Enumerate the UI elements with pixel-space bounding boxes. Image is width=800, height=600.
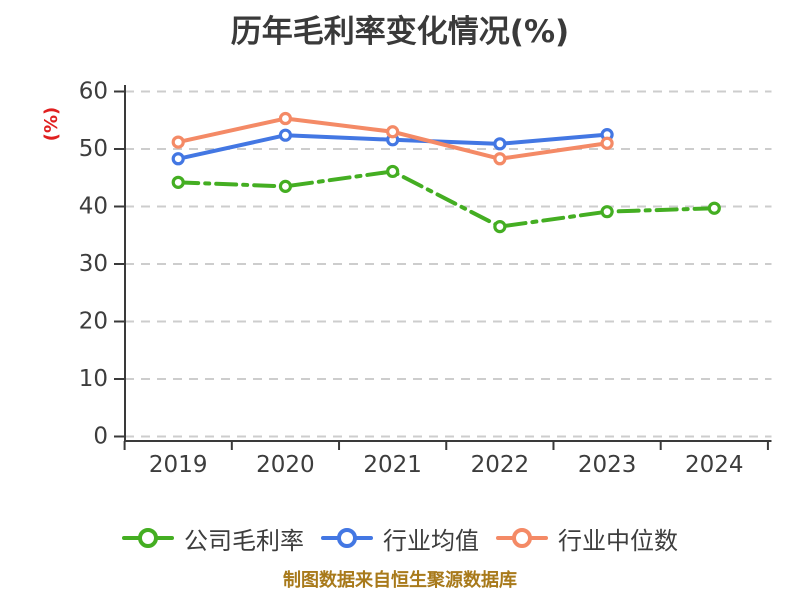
- y-tick-label-30: 30: [79, 251, 108, 277]
- data-point-marker-行业均值: [171, 152, 185, 166]
- data-point-marker-公司毛利率: [600, 205, 614, 219]
- y-tick-label-50: 50: [79, 136, 108, 162]
- legend-marker-circle-icon: [512, 528, 532, 548]
- y-tick-label-40: 40: [79, 194, 108, 220]
- data-point-marker-行业中位数: [171, 135, 185, 149]
- data-point-marker-行业均值: [278, 128, 293, 142]
- tick-labels: 0 10 20 30 40 50 60 2019 2020 2021 2022 2023 2024: [79, 79, 744, 479]
- legend-label: 公司毛利率: [184, 526, 304, 555]
- gridlines: [125, 90, 772, 438]
- legend-marker-circle-icon: [138, 528, 158, 548]
- data-point-marker-行业中位数: [386, 125, 400, 139]
- x-tick-label-2021: 2021: [363, 452, 422, 478]
- legend-item-公司毛利率: 公司毛利率: [122, 521, 304, 556]
- x-tick-label-2019: 2019: [149, 452, 208, 478]
- legend: 公司毛利率 行业均值 行业中位数: [0, 521, 800, 556]
- legend-item-行业中位数: 行业中位数: [496, 521, 678, 556]
- legend-marker-line: [122, 528, 174, 548]
- x-tick-label-2022: 2022: [471, 452, 530, 478]
- legend-label: 行业中位数: [558, 526, 678, 555]
- legend-marker-line: [321, 528, 373, 548]
- data-series: [171, 111, 721, 234]
- data-point-marker-公司毛利率: [171, 175, 185, 189]
- data-point-marker-公司毛利率: [278, 179, 293, 193]
- data-point-marker-行业中位数: [600, 136, 614, 150]
- x-tick-label-2020: 2020: [256, 452, 315, 478]
- y-axis-unit-label: (%): [41, 107, 62, 142]
- y-tick-label-10: 10: [79, 366, 108, 392]
- y-tick-label-20: 20: [79, 309, 108, 335]
- data-point-marker-公司毛利率: [386, 164, 400, 179]
- data-point-marker-公司毛利率: [707, 201, 721, 215]
- data-point-marker-行业中位数: [493, 152, 507, 166]
- data-source-note: 制图数据来自恒生聚源数据库: [283, 570, 517, 591]
- data-point-marker-行业均值: [493, 137, 507, 151]
- data-point-marker-公司毛利率: [493, 220, 507, 234]
- chart-title: 历年毛利率变化情况(%): [230, 14, 570, 50]
- legend-item-行业均值: 行业均值: [321, 521, 479, 556]
- y-tick-label-60: 60: [79, 79, 108, 105]
- series-line-公司毛利率: [176, 169, 717, 229]
- legend-label: 行业均值: [383, 526, 479, 555]
- legend-marker-line: [496, 528, 548, 548]
- y-tick-label-0: 0: [93, 424, 108, 450]
- data-point-marker-行业中位数: [278, 111, 293, 126]
- legend-marker-circle-icon: [337, 528, 357, 548]
- tick-marks: [114, 90, 769, 450]
- x-tick-label-2023: 2023: [578, 452, 637, 478]
- x-tick-label-2024: 2024: [685, 452, 744, 478]
